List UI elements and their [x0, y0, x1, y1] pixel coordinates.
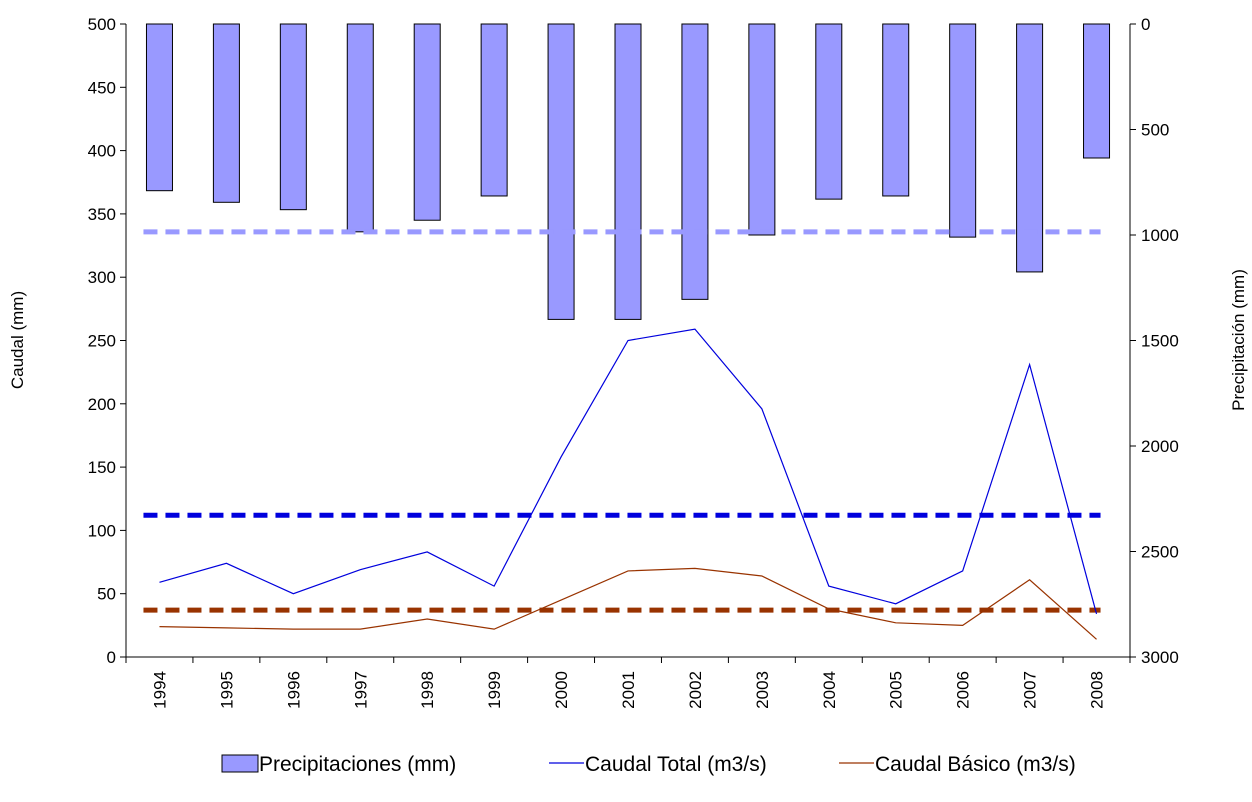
- left-tick-label: 350: [88, 205, 116, 224]
- right-tick-label: 1500: [1141, 332, 1179, 351]
- left-tick-label: 400: [88, 142, 116, 161]
- left-tick-label: 150: [88, 458, 116, 477]
- precipitation-bars: [145, 23, 1111, 320]
- x-tick-label-1995: 1995: [217, 671, 236, 709]
- bar-precipitation-1995: [212, 23, 240, 203]
- bar-precipitation-2002: [681, 23, 709, 300]
- bar-precipitation-2006: [949, 23, 977, 238]
- x-tick-label-2000: 2000: [552, 671, 571, 709]
- left-tick-label: 200: [88, 395, 116, 414]
- flow-lines: [159, 328, 1098, 640]
- left-tick-label: 450: [88, 78, 116, 97]
- x-tick-label-2004: 2004: [820, 671, 839, 709]
- x-tick-label-2008: 2008: [1088, 671, 1107, 709]
- bar-precipitation-1999: [480, 23, 508, 197]
- right-tick-label: 3000: [1141, 648, 1179, 667]
- x-tick-label-2002: 2002: [686, 671, 705, 709]
- left-tick-label: 100: [88, 521, 116, 540]
- bar-precipitation-2000: [547, 23, 575, 320]
- x-tick-label-1999: 1999: [485, 671, 504, 709]
- right-tick-label: 1000: [1141, 226, 1179, 245]
- x-tick-label-2006: 2006: [954, 671, 973, 709]
- bar-precipitation-2003: [748, 23, 776, 236]
- x-tick-label-2007: 2007: [1021, 671, 1040, 709]
- x-tick-label-1996: 1996: [284, 671, 303, 709]
- x-tick-label-2001: 2001: [619, 671, 638, 709]
- legend-label-precipitation: Precipitaciones (mm): [259, 753, 456, 776]
- reference-lines: [143, 229, 1101, 613]
- right-tick-label: 500: [1141, 121, 1169, 140]
- bar-precipitation-2004: [815, 23, 843, 200]
- x-tick-label-1998: 1998: [418, 671, 437, 709]
- bar-precipitation-1997: [346, 23, 374, 233]
- right-tick-label: 2500: [1141, 543, 1179, 562]
- bar-precipitation-2008: [1083, 23, 1111, 159]
- x-tick-label-1994: 1994: [150, 671, 169, 709]
- bar-precipitation-2005: [882, 23, 910, 197]
- axes: [120, 23, 1136, 663]
- left-tick-label: 500: [88, 15, 116, 34]
- bar-precipitation-2001: [614, 23, 642, 320]
- bar-precipitation-1994: [145, 23, 173, 192]
- left-tick-label: 0: [107, 648, 116, 667]
- left-tick-label: 250: [88, 332, 116, 351]
- legend-label-caudal-total: Caudal Total (m3/s): [585, 753, 767, 776]
- legend: Precipitaciones (mm) Caudal Total (m3/s)…: [221, 753, 1076, 776]
- series-line-caudal-basico: [159, 567, 1097, 640]
- bar-precipitation-1998: [413, 23, 441, 221]
- left-tick-label: 50: [97, 585, 116, 604]
- bar-precipitation-2007: [1016, 23, 1044, 273]
- right-tick-label: 2000: [1141, 437, 1179, 456]
- legend-label-caudal-basico: Caudal Básico (m3/s): [875, 753, 1076, 776]
- left-tick-label: 300: [88, 268, 116, 287]
- left-axis-title: Caudal (mm): [8, 291, 27, 389]
- right-tick-label: 0: [1141, 15, 1150, 34]
- series-line-caudal-total: [159, 328, 1098, 615]
- legend-swatch-precipitation: [221, 754, 259, 773]
- tick-labels: 0 50 100 150 200 250 300 350 400 450 500 0 500 1000 15…: [88, 15, 1179, 709]
- x-tick-label-2005: 2005: [887, 671, 906, 709]
- x-tick-label-1997: 1997: [351, 671, 370, 709]
- x-tick-label-2003: 2003: [753, 671, 772, 709]
- right-axis-title: Precipitación (mm): [1229, 269, 1248, 411]
- bar-precipitation-1996: [279, 23, 307, 211]
